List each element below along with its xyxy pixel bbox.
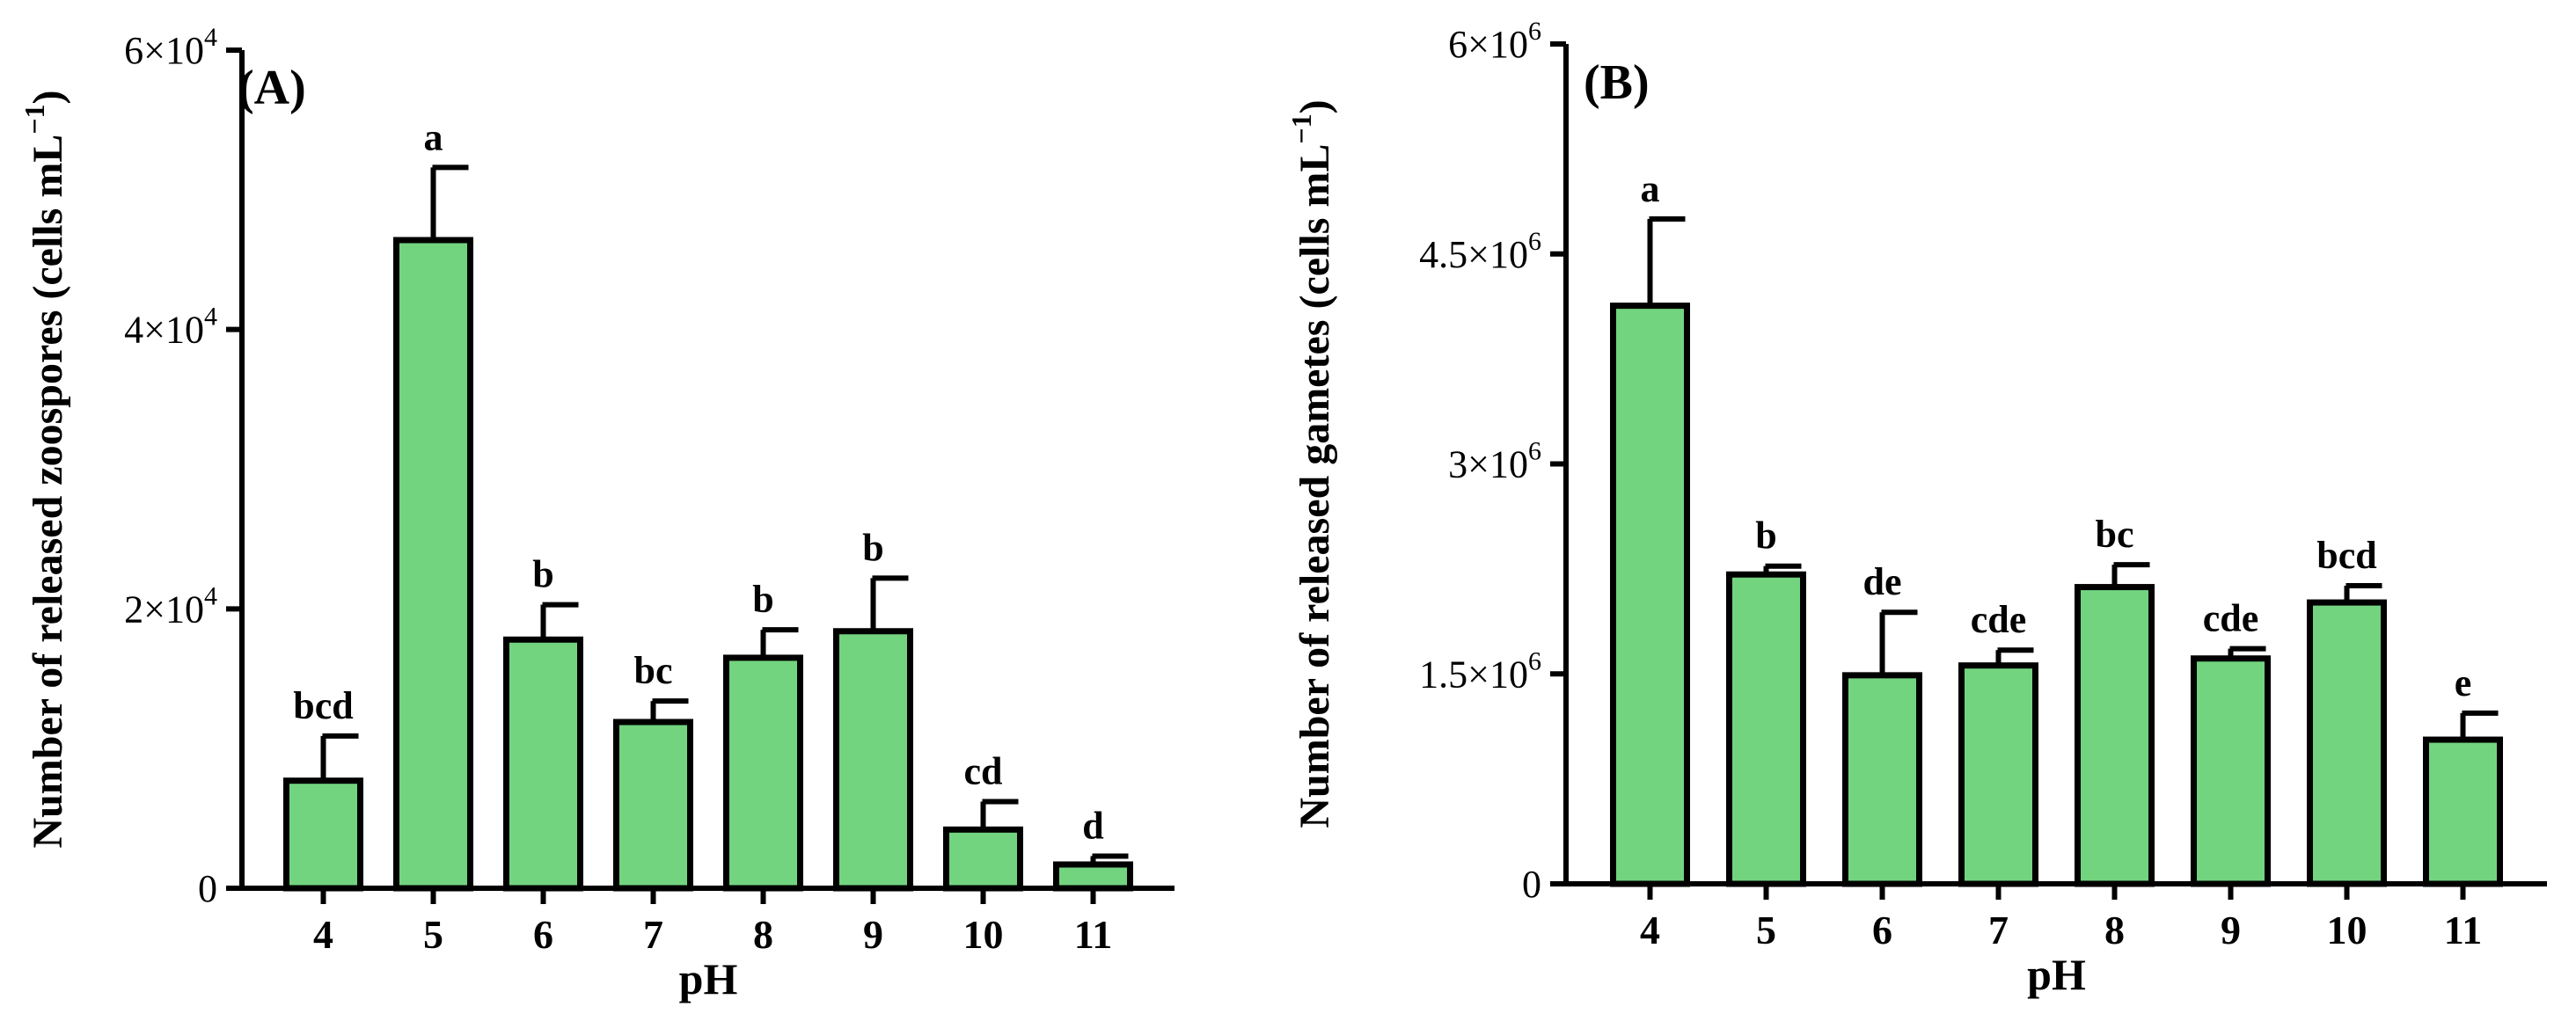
y-tick-label: 3×106 [1448,437,1541,486]
panel-label: (A) [238,61,306,115]
significance-letter: de [1863,560,1902,603]
bar-ph-8 [723,654,803,892]
y-axis-title: Number of released zoospores (cells mL−1… [18,90,71,848]
significance-letter: bc [2096,513,2134,556]
x-tick-label: 11 [2444,908,2482,952]
bar-ph-9 [2191,655,2271,887]
x-tick-label: 11 [1074,912,1112,957]
significance-letter: cde [1971,598,2027,641]
chart-panel-a: 0 2×104 4×104 6×104 bcd 4 a 5 b 6 bc 7 b 8 b 9 cd 10 d 11 pH… [18,23,1175,1003]
error-bar [1763,563,1802,575]
bar-ph-4 [1610,303,1690,887]
error-bar [540,602,579,640]
bar-ph-10 [2307,599,2387,887]
y-tick-label: 0 [198,867,217,910]
significance-letter: cde [2203,597,2259,640]
error-bar [1647,215,1686,306]
error-bar [650,698,689,722]
bar-ph-5 [393,237,473,892]
bar-ph-6 [1842,672,1922,887]
bar-ph-5 [1726,571,1806,887]
x-tick-label: 8 [2104,908,2125,952]
significance-letter: b [752,578,773,621]
significance-letter: bcd [2316,534,2376,577]
x-tick-label: 10 [2327,908,2367,952]
x-tick-label: 4 [1640,908,1660,952]
bar-ph-10 [943,826,1023,892]
error-bar [2460,710,2499,740]
x-axis-title: pH [679,954,738,1003]
bar-ph-6 [503,636,583,892]
significance-letter: b [532,553,553,596]
error-bar [870,575,909,631]
error-bar [1995,647,2034,666]
bar-ph-11 [1053,861,1133,892]
bar-ph-7 [1958,662,2038,887]
error-bar [1879,609,1918,675]
x-axis-title: pH [2027,950,2086,999]
significance-letter: a [424,115,443,158]
bar-ph-9 [833,628,913,892]
y-tick-label: 6×104 [124,23,217,72]
x-tick-label: 5 [1756,908,1776,952]
x-tick-label: 9 [2221,908,2241,952]
significance-letter: cd [964,750,1003,793]
chart-panel-b: 0 1.5×106 3×106 4.5×106 6×106 a 4 b 5 de 6 cde 7 bc 8 c… [1285,17,2547,999]
y-axis-title: Number of released gametes (cells mL−1) [1285,99,1338,828]
error-bar [760,627,799,658]
x-tick-label: 6 [533,912,553,957]
panel-label: (B) [1584,55,1650,110]
significance-letter: bc [634,649,673,692]
error-bar [2344,582,2382,603]
error-bar [1090,853,1129,864]
significance-letter: a [1641,167,1660,210]
error-bar [320,733,359,781]
significance-letter: bcd [293,684,353,727]
x-tick-label: 10 [963,912,1004,957]
bar-ph-7 [613,719,693,892]
error-bar [980,799,1019,830]
y-tick-label: 1.5×106 [1419,646,1541,696]
y-tick-label: 6×106 [1448,17,1541,66]
significance-letter: e [2455,661,2472,704]
y-tick-label: 2×104 [124,581,217,631]
x-tick-label: 6 [1872,908,1892,952]
error-bar [2111,562,2150,587]
significance-letter: d [1082,804,1103,847]
error-bar [2228,646,2266,659]
y-tick-label: 0 [1522,863,1541,906]
x-tick-label: 7 [643,912,663,957]
x-tick-label: 5 [423,912,443,957]
bar-ph-8 [2075,584,2155,887]
error-bar [430,164,469,241]
bar-ph-4 [283,777,363,892]
x-tick-label: 4 [313,912,333,957]
significance-letter: b [1755,514,1776,558]
x-tick-label: 8 [753,912,773,957]
y-tick-label: 4.5×106 [1419,227,1541,276]
significance-letter: b [862,526,883,569]
x-tick-label: 7 [1988,908,2009,952]
bar-ph-11 [2423,736,2503,887]
y-tick-label: 4×104 [124,303,217,352]
x-tick-label: 9 [863,912,883,957]
